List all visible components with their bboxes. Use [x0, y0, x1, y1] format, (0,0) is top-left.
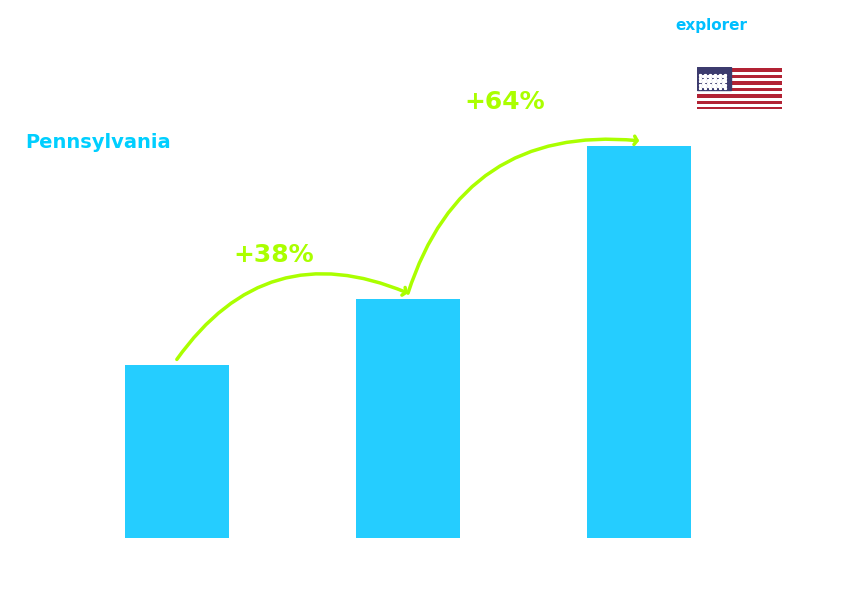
Bar: [697, 72, 782, 75]
Bar: [697, 67, 731, 90]
Text: +38%: +38%: [234, 242, 314, 267]
Bar: [356, 299, 460, 538]
Bar: [697, 85, 782, 88]
Bar: [697, 107, 782, 111]
Text: 355,000 USD: 355,000 USD: [505, 119, 635, 138]
Bar: [587, 146, 691, 538]
Bar: [125, 365, 229, 538]
Text: .com: .com: [744, 18, 785, 33]
Text: +64%: +64%: [465, 90, 546, 114]
Bar: [697, 98, 782, 101]
Text: explorer: explorer: [676, 18, 748, 33]
Bar: [697, 75, 782, 78]
Text: Biological Scientist: Biological Scientist: [26, 91, 235, 110]
Text: 217,000 USD: 217,000 USD: [274, 272, 404, 290]
Bar: [697, 104, 782, 107]
Text: salary: salary: [612, 18, 665, 33]
Bar: [697, 78, 782, 81]
Text: 157,000 USD: 157,000 USD: [42, 338, 173, 356]
Bar: [697, 81, 782, 85]
Bar: [697, 95, 782, 98]
Bar: [697, 91, 782, 95]
Bar: [697, 68, 782, 72]
Bar: [697, 101, 782, 104]
Text: Pennsylvania: Pennsylvania: [26, 133, 171, 152]
Text: Salary Comparison By Education: Salary Comparison By Education: [26, 30, 582, 59]
Bar: [697, 88, 782, 91]
Text: Average Yearly Salary: Average Yearly Salary: [818, 265, 831, 402]
